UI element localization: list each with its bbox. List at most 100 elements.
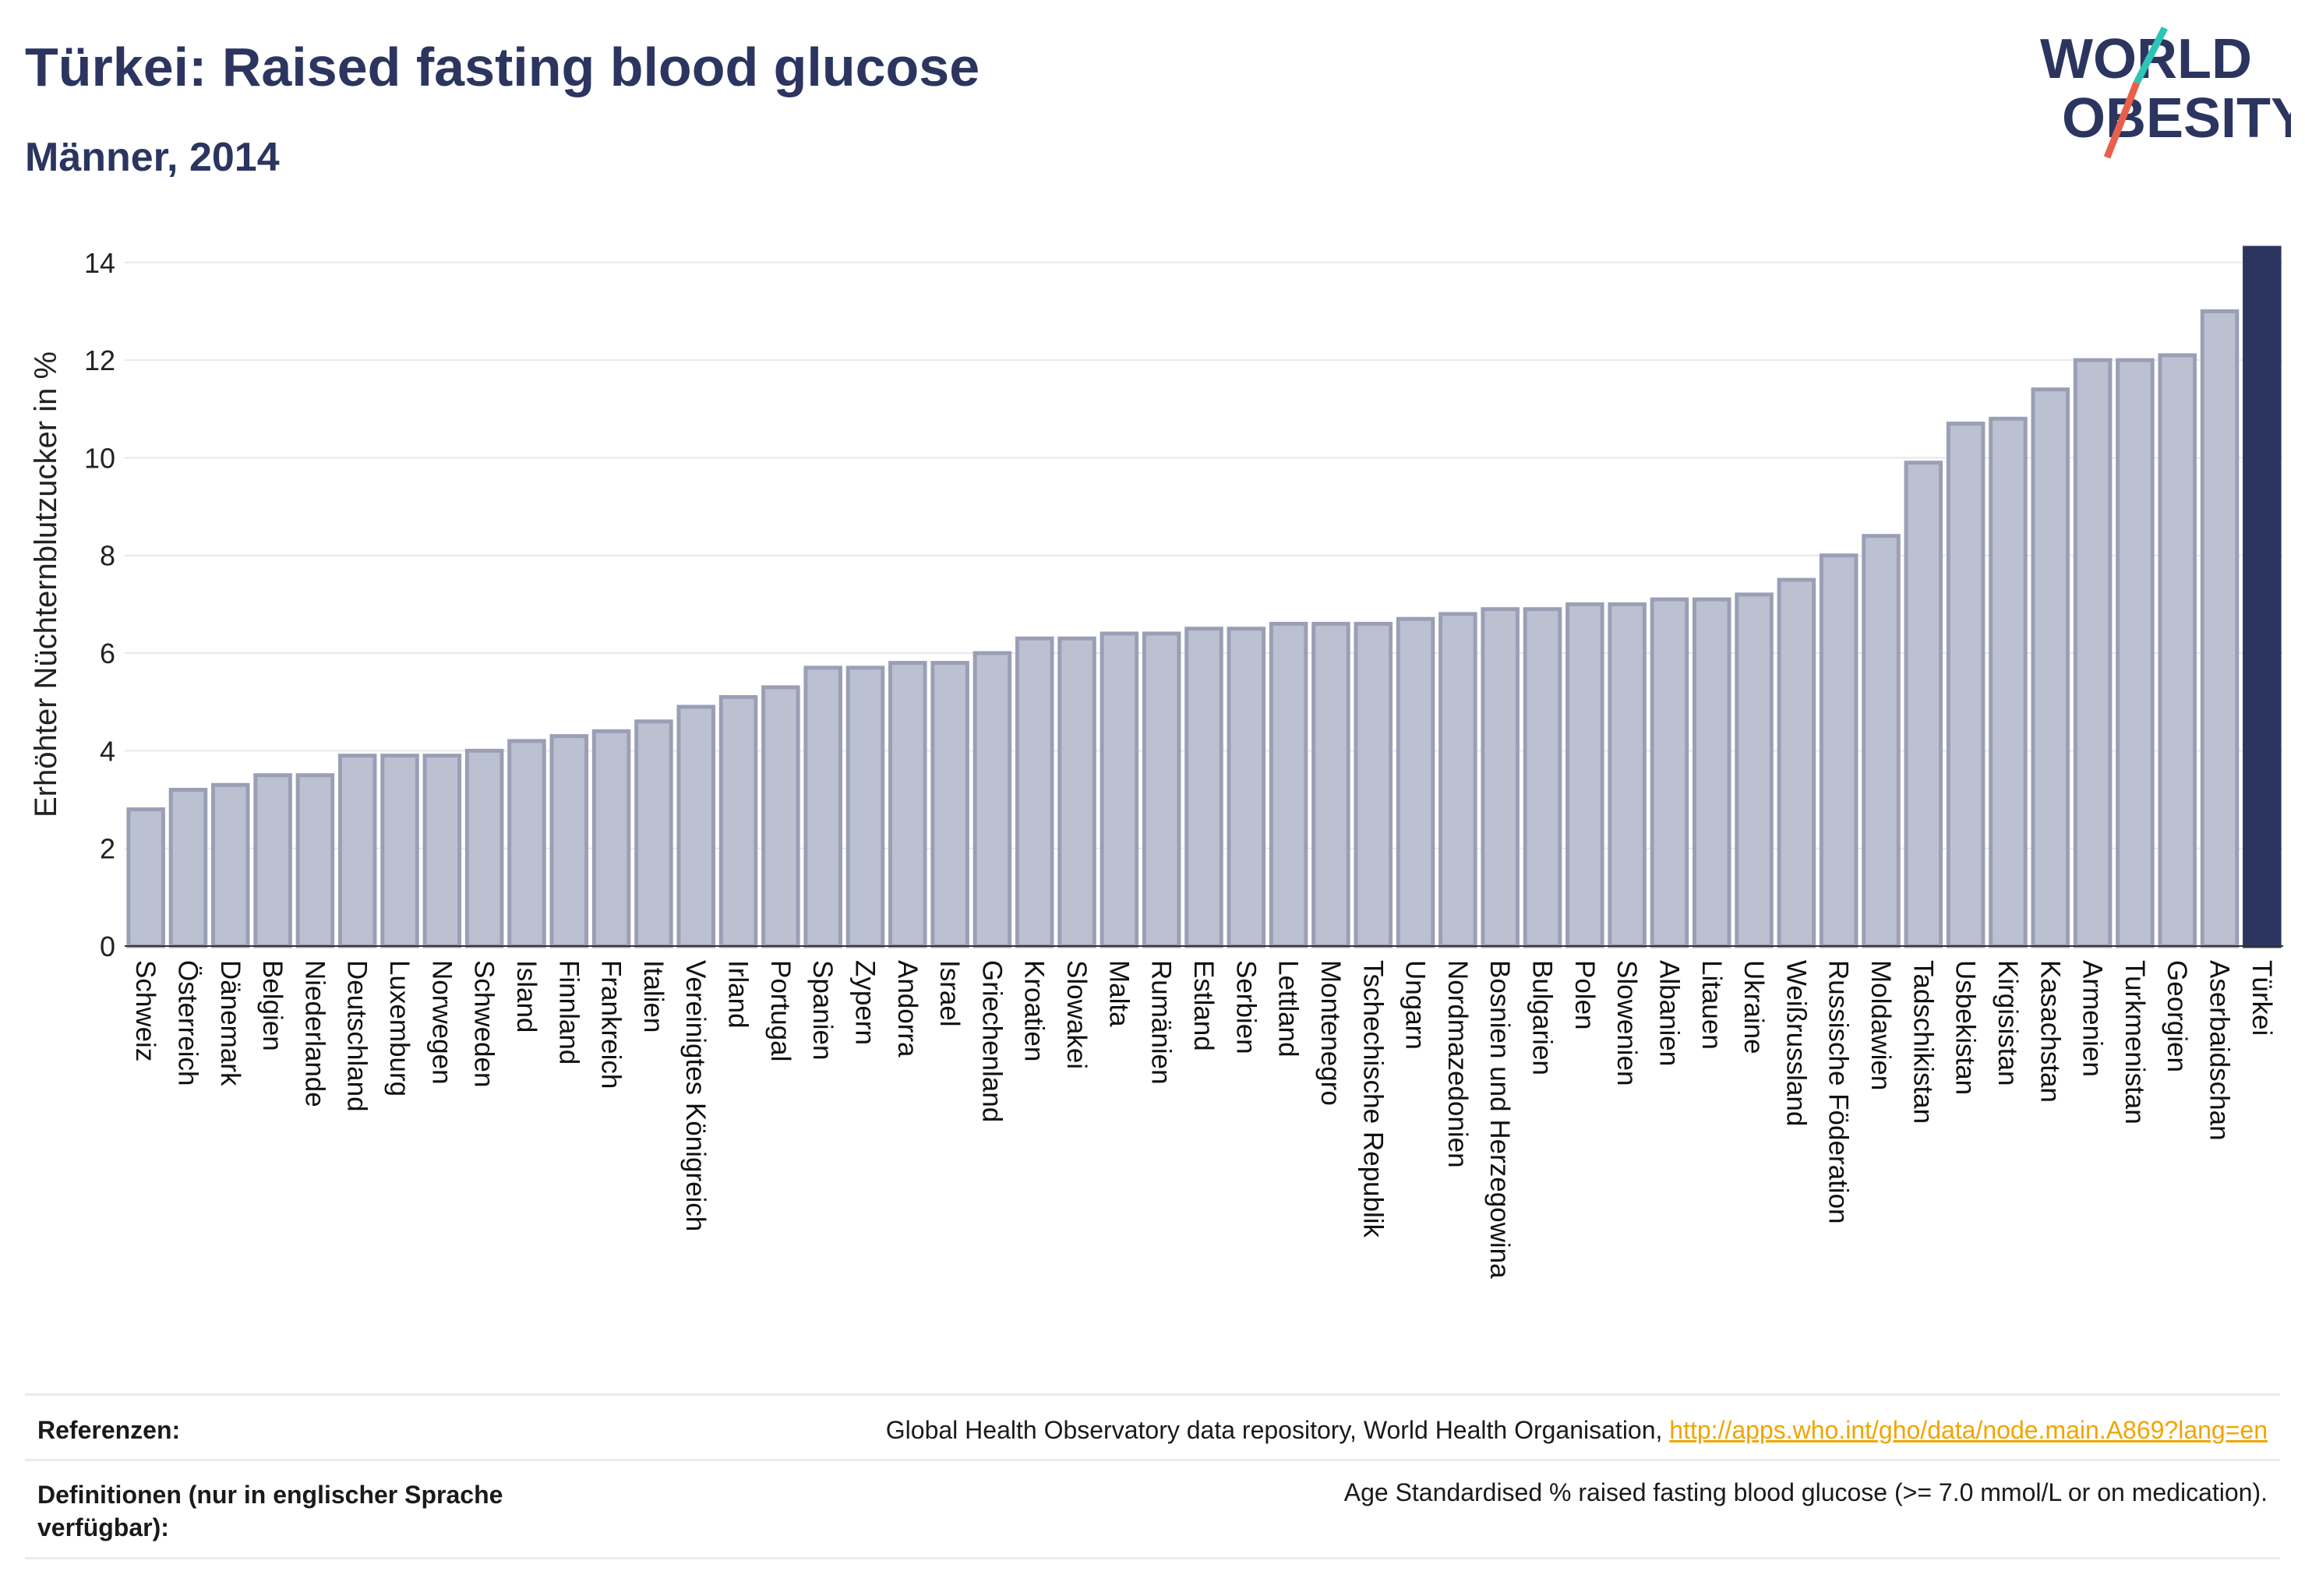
- bar[interactable]: [1565, 602, 1604, 948]
- bar[interactable]: [1015, 636, 1054, 948]
- bar[interactable]: [888, 661, 927, 948]
- x-tick-label: Montenegro: [1315, 960, 1346, 1106]
- references-label: Referenzen:: [37, 1416, 181, 1444]
- bar[interactable]: [422, 754, 462, 948]
- references-link[interactable]: http://apps.who.int/gho/data/node.main.A…: [1669, 1416, 2268, 1444]
- bar[interactable]: [803, 666, 842, 948]
- y-tick-label: 6: [100, 637, 115, 669]
- world-obesity-logo[interactable]: WORLD OBESITY: [2026, 23, 2291, 171]
- x-tick-label: Estland: [1188, 960, 1219, 1051]
- bar[interactable]: [295, 773, 335, 948]
- bar[interactable]: [168, 787, 208, 948]
- bar[interactable]: [718, 694, 758, 948]
- bar[interactable]: [634, 719, 673, 948]
- x-tick-label: Albanien: [1654, 960, 1684, 1066]
- bar[interactable]: [591, 729, 631, 948]
- bar[interactable]: [1100, 631, 1139, 948]
- x-tick-label: Niederlande: [299, 960, 330, 1107]
- bar[interactable]: [1227, 627, 1266, 948]
- references-row: Referenzen: Global Health Observatory da…: [25, 1393, 2280, 1460]
- x-tick-label: Turkmenistan: [2120, 960, 2150, 1125]
- x-tick-label: Schweiz: [130, 960, 161, 1061]
- references-value: Global Health Observatory data repositor…: [886, 1416, 2268, 1445]
- bar[interactable]: [1438, 612, 1477, 948]
- bar[interactable]: [1396, 616, 1435, 948]
- x-tick-label: Kasachstan: [2035, 960, 2065, 1103]
- bar[interactable]: [1354, 621, 1393, 948]
- bar[interactable]: [761, 685, 800, 948]
- bar[interactable]: [337, 754, 377, 948]
- bar[interactable]: [1311, 621, 1350, 948]
- bar[interactable]: [1057, 636, 1096, 948]
- bar[interactable]: [1184, 627, 1223, 948]
- x-tick-label: Georgien: [2162, 960, 2192, 1072]
- x-tick-label: Belgien: [257, 960, 288, 1051]
- x-tick-label: Israel: [934, 960, 965, 1027]
- x-tick-label: Dänemark: [215, 960, 245, 1086]
- x-tick-label: Slowenien: [1611, 960, 1642, 1086]
- bar[interactable]: [1523, 607, 1562, 948]
- bar[interactable]: [676, 704, 716, 948]
- bar-chart: 0 2 4 6 8 10 12 14 Schweiz Österreich Dänemark Bel…: [29, 245, 2283, 1279]
- bar[interactable]: [1989, 416, 2028, 948]
- bar[interactable]: [1142, 631, 1181, 948]
- bar[interactable]: [1735, 592, 1774, 948]
- bar[interactable]: [1819, 553, 1858, 948]
- bar[interactable]: [1692, 597, 1731, 948]
- x-tick-label: Bulgarien: [1527, 960, 1558, 1075]
- x-tick-label: Malta: [1103, 960, 1134, 1027]
- x-tick-label: Deutschland: [342, 960, 372, 1112]
- bar[interactable]: [464, 748, 504, 948]
- bar[interactable]: [1904, 461, 1943, 948]
- x-tick-label: Rumänien: [1146, 960, 1177, 1085]
- bar[interactable]: [549, 734, 589, 948]
- bar[interactable]: [1650, 597, 1689, 948]
- bar[interactable]: [2200, 309, 2240, 948]
- bar[interactable]: [1946, 422, 1986, 948]
- x-tick-label: Ungarn: [1400, 960, 1431, 1050]
- x-tick-label: Frankreich: [596, 960, 627, 1089]
- bar[interactable]: [380, 754, 419, 948]
- bar[interactable]: [211, 782, 250, 948]
- x-tick-label: Spanien: [807, 960, 838, 1060]
- bar[interactable]: [972, 651, 1012, 948]
- bar[interactable]: [253, 773, 292, 948]
- y-tick-label: 12: [84, 344, 115, 376]
- bar[interactable]: [126, 807, 165, 948]
- x-tick-label: Vereinigtes Königreich: [680, 960, 711, 1231]
- bar[interactable]: [1608, 602, 1647, 948]
- x-tick-label: Aserbaidschan: [2204, 960, 2235, 1141]
- definitions-row: Definitionen (nur in englischer Sprache …: [25, 1459, 2280, 1558]
- x-tick-label: Ukraine: [1738, 960, 1769, 1054]
- x-tick-label: Kirgisistan: [1993, 960, 2023, 1086]
- bar[interactable]: [507, 739, 546, 948]
- bar[interactable]: [2031, 387, 2070, 948]
- bar[interactable]: [2073, 358, 2113, 948]
- bar[interactable]: [1862, 534, 1901, 948]
- x-tick-label: Zypern: [849, 960, 880, 1045]
- bar[interactable]: [2116, 358, 2155, 948]
- x-tick-label: Tschechische Republik: [1357, 960, 1388, 1238]
- y-tick-label: 14: [84, 247, 115, 279]
- definitions-label-line1: Definitionen (nur in englischer Sprache: [37, 1481, 503, 1509]
- bar[interactable]: [2158, 353, 2197, 948]
- x-tick-label: Schweden: [469, 960, 499, 1087]
- bar[interactable]: [930, 661, 969, 948]
- y-tick-label: 4: [100, 735, 115, 767]
- x-tick-label: Usbekistan: [1950, 960, 1981, 1095]
- x-tick-label: Island: [511, 960, 542, 1033]
- x-tick-label: Finnland: [553, 960, 584, 1065]
- bar[interactable]: [845, 666, 885, 948]
- logo-slash-teal: [2133, 26, 2169, 85]
- bar[interactable]: [2243, 245, 2282, 948]
- x-tick-label: Nordmazedonien: [1442, 960, 1473, 1168]
- bar[interactable]: [1269, 621, 1308, 948]
- bar[interactable]: [1481, 607, 1520, 948]
- logo-line2: OBESITY: [2062, 87, 2291, 150]
- definitions-label: Definitionen (nur in englischer Sprache …: [37, 1478, 503, 1544]
- bar[interactable]: [1777, 577, 1816, 948]
- x-tick-label: Bosnien und Herzegowina: [1484, 960, 1515, 1279]
- x-tick-label: Griechenland: [976, 960, 1007, 1122]
- x-tick-label: Andorra: [892, 960, 923, 1058]
- x-tick-label: Tadschikistan: [1908, 960, 1938, 1124]
